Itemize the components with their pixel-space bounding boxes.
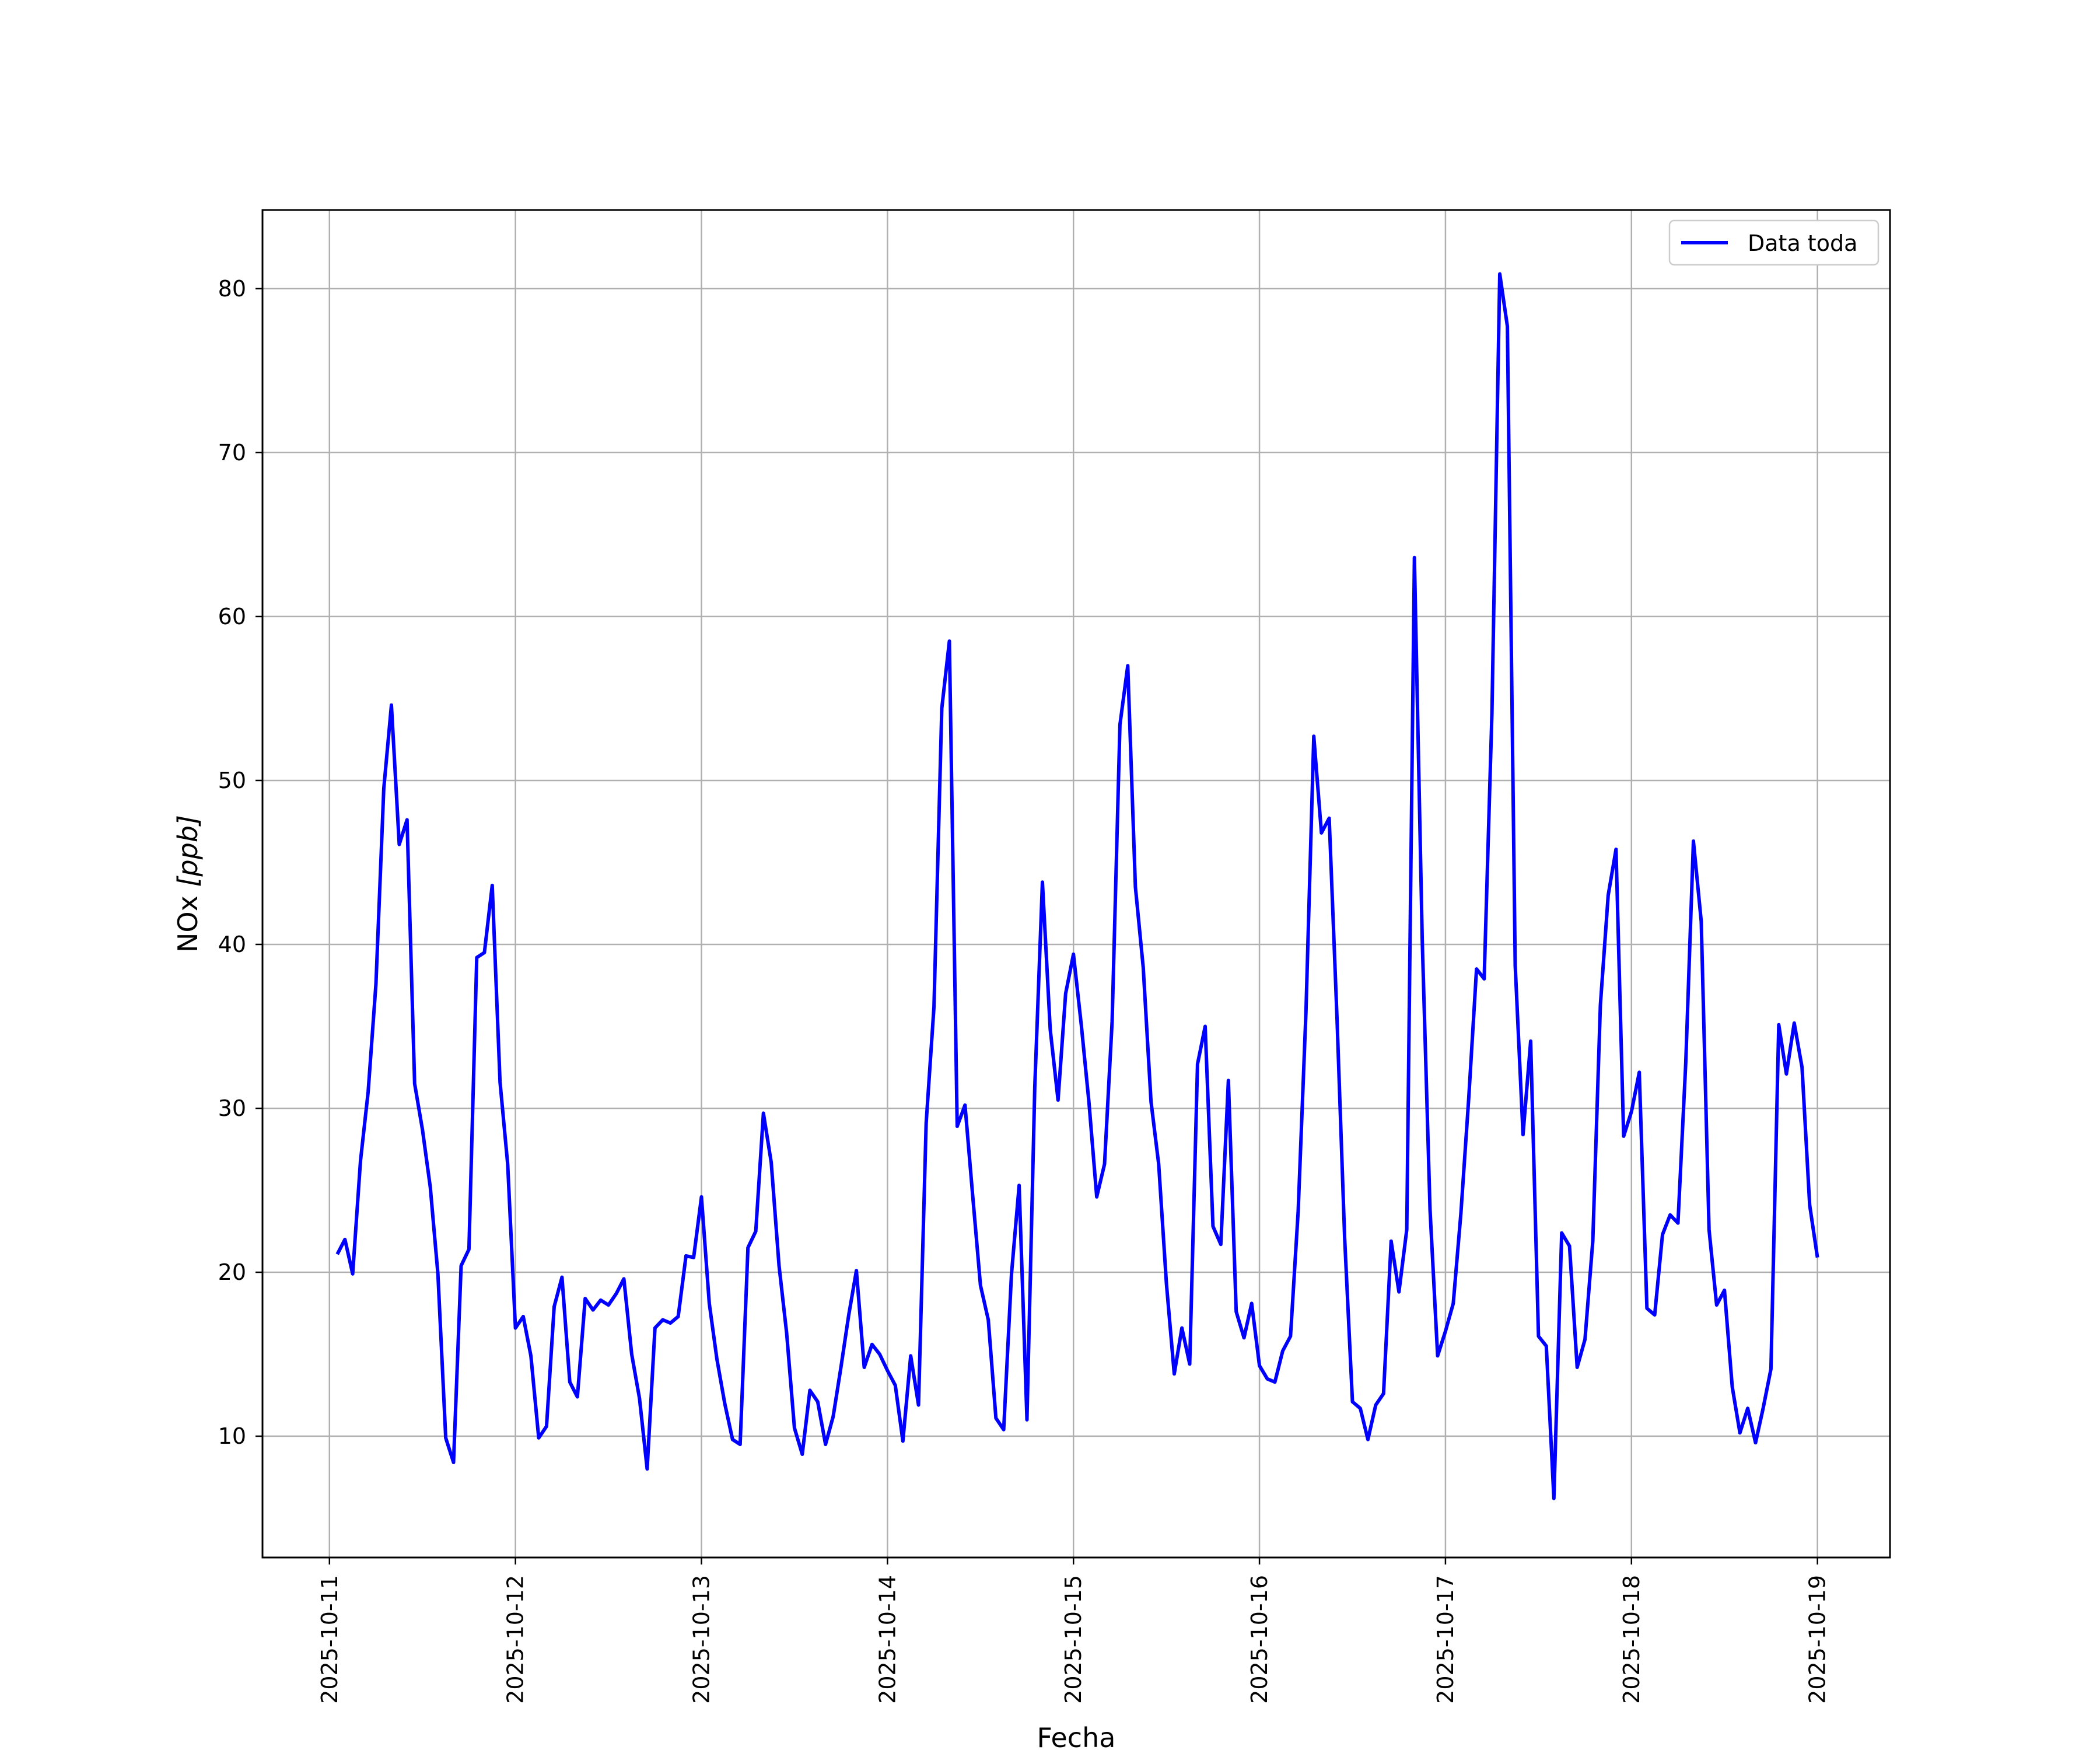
y-axis-label: NOx [ppb] (172, 815, 204, 953)
x-tick-label: 2025-10-18 (1619, 1575, 1644, 1704)
y-tick-label: 80 (218, 276, 246, 302)
y-axis-label-main: NOx (172, 887, 204, 953)
y-tick-label: 50 (218, 768, 246, 793)
x-tick-label: 2025-10-17 (1433, 1575, 1458, 1704)
x-tick-label: 2025-10-14 (874, 1575, 900, 1704)
x-tick-label: 2025-10-13 (689, 1575, 715, 1704)
y-tick-label: 20 (218, 1259, 246, 1285)
series-line-data-toda (335, 272, 1819, 1500)
y-tick-label: 30 (218, 1096, 246, 1121)
y-tick-label: 10 (218, 1423, 246, 1449)
y-tick-label: 70 (218, 440, 246, 466)
x-tick-label: 2025-10-16 (1247, 1575, 1272, 1704)
y-axis-label-unit: [ppb] (172, 815, 204, 887)
y-tick-label: 40 (218, 932, 246, 957)
x-axis-ticks: 2025-10-11 2025-10-12 2025-10-13 2025-10-14… (317, 1558, 1831, 1704)
legend: Data toda (1668, 219, 1880, 266)
x-tick-label: 2025-10-11 (317, 1575, 342, 1704)
x-axis-label: Fecha (1037, 1722, 1116, 1750)
plot-area-frame (261, 209, 1891, 1559)
x-tick-label: 2025-10-15 (1060, 1575, 1086, 1704)
legend-box (1668, 219, 1880, 266)
y-axis-ticks: 10 20 30 40 50 60 70 80 (218, 276, 262, 1449)
y-tick-label: 60 (218, 604, 246, 629)
series-layer (335, 272, 1819, 1500)
grid-layer (262, 210, 1890, 1558)
x-tick-label: 2025-10-19 (1805, 1575, 1831, 1704)
legend-label-data-toda: Data toda (1748, 230, 1857, 256)
x-tick-label: 2025-10-12 (503, 1575, 528, 1704)
